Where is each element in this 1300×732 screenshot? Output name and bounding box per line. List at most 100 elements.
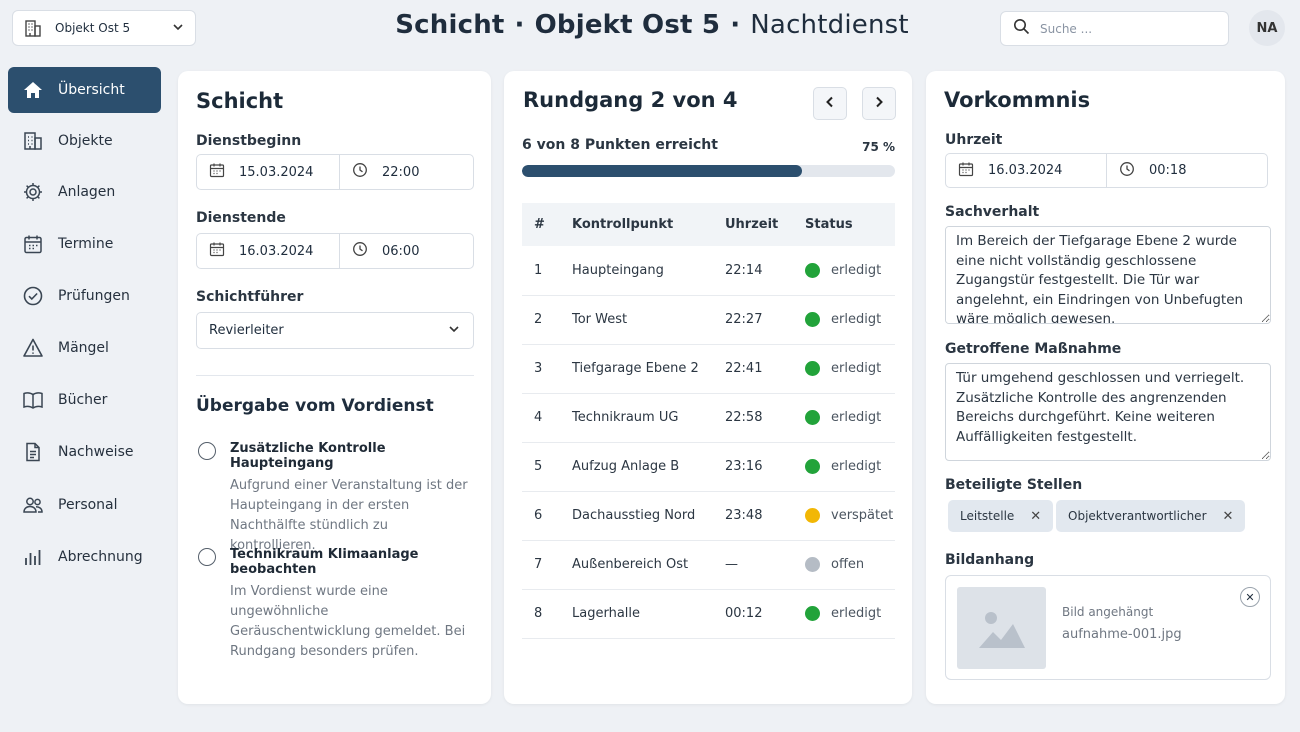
sidebar-item-nachweise[interactable]: Nachweise bbox=[8, 429, 161, 475]
table-row[interactable]: 2 Tor West 22:27 erledigt bbox=[522, 295, 895, 345]
status-label: erledigt bbox=[831, 361, 882, 376]
row-checkpoint: Tor West bbox=[572, 295, 725, 345]
row-time: 23:48 bbox=[725, 491, 805, 541]
leader-select[interactable]: Revierleiter bbox=[196, 312, 474, 349]
prev-round-button[interactable] bbox=[813, 87, 847, 120]
party-chip-objektverantwortlicher: Objektverantwortlicher ✕ bbox=[1056, 500, 1246, 532]
home-icon bbox=[22, 79, 44, 101]
start-date-input[interactable]: 15.03.2024 bbox=[197, 155, 339, 189]
sidebar: Übersicht Objekte Anlagen Termine Prüfun… bbox=[0, 56, 168, 732]
object-select-value: Objekt Ost 5 bbox=[55, 21, 131, 35]
row-checkpoint: Tiefgarage Ebene 2 bbox=[572, 344, 725, 394]
party-chip-leitstelle: Leitstelle ✕ bbox=[948, 500, 1054, 532]
search-box[interactable] bbox=[1000, 11, 1229, 46]
chevron-down-icon bbox=[171, 20, 185, 37]
title-separator: · bbox=[514, 10, 525, 40]
sidebar-item-termine[interactable]: Termine bbox=[8, 221, 161, 267]
document-icon bbox=[22, 441, 44, 463]
chevron-down-icon bbox=[447, 322, 461, 340]
table-row[interactable]: 8 Lagerhalle 00:12 erledigt bbox=[522, 589, 895, 639]
close-icon[interactable]: ✕ bbox=[1030, 508, 1042, 524]
close-icon[interactable]: ✕ bbox=[1222, 508, 1234, 524]
page-title: Schicht · Objekt Ost 5 · Nachtdienst bbox=[300, 10, 1004, 40]
column-header: Status bbox=[805, 203, 895, 246]
row-time: 22:58 bbox=[725, 393, 805, 443]
status-badge: erledigt bbox=[805, 312, 895, 327]
table-row[interactable]: 5 Aufzug Anlage B 23:16 erledigt bbox=[522, 442, 895, 492]
row-time: 22:27 bbox=[725, 295, 805, 345]
end-time-value: 06:00 bbox=[382, 243, 420, 259]
handover-title: Übergabe vom Vordienst bbox=[196, 396, 434, 416]
calendar-icon bbox=[209, 162, 225, 182]
row-number: 7 bbox=[522, 540, 572, 590]
incident-time-label: Uhrzeit bbox=[945, 132, 1003, 148]
next-round-button[interactable] bbox=[862, 87, 896, 120]
status-dot-icon bbox=[805, 361, 820, 376]
avatar[interactable]: NA bbox=[1249, 10, 1285, 46]
shift-title: Schicht bbox=[196, 89, 284, 113]
calendar-icon bbox=[958, 161, 974, 181]
incident-time-input[interactable]: 00:18 bbox=[1107, 154, 1267, 187]
measure-textarea[interactable]: Tür umgehend geschlossen und verriegelt.… bbox=[945, 363, 1271, 461]
row-time: 22:14 bbox=[725, 246, 805, 296]
building-icon bbox=[22, 130, 44, 152]
status-badge: erledigt bbox=[805, 606, 895, 621]
table-header-row: # Kontrollpunkt Uhrzeit Status bbox=[522, 203, 895, 246]
table-row[interactable]: 3 Tiefgarage Ebene 2 22:41 erledigt bbox=[522, 344, 895, 394]
start-time-input[interactable]: 22:00 bbox=[340, 155, 473, 189]
sidebar-item-label: Objekte bbox=[58, 133, 113, 149]
status-badge: erledigt bbox=[805, 410, 895, 425]
object-select[interactable]: Objekt Ost 5 bbox=[12, 10, 196, 46]
row-number: 5 bbox=[522, 442, 572, 492]
status-dot-icon bbox=[805, 312, 820, 327]
row-checkpoint: Technikraum UG bbox=[572, 393, 725, 443]
row-status: verspätet bbox=[805, 491, 895, 541]
sidebar-item-maengel[interactable]: Mängel bbox=[8, 325, 161, 371]
remove-attachment-button[interactable]: ✕ bbox=[1240, 587, 1260, 607]
sidebar-item-abrechnung[interactable]: Abrechnung bbox=[8, 534, 161, 580]
search-input[interactable] bbox=[1040, 21, 1200, 36]
title-duty: Nachtdienst bbox=[750, 10, 909, 40]
facts-textarea[interactable]: Im Bereich der Tiefgarage Ebene 2 wurde … bbox=[945, 226, 1271, 324]
bar-chart-icon bbox=[22, 546, 44, 568]
progress-percent: 75 % bbox=[862, 140, 895, 154]
round-title: Rundgang 2 von 4 bbox=[523, 88, 738, 112]
chevron-left-icon bbox=[823, 94, 837, 113]
sidebar-item-buecher[interactable]: Bücher bbox=[8, 377, 161, 423]
chip-label: Leitstelle bbox=[960, 509, 1015, 523]
handover-radio[interactable] bbox=[198, 442, 216, 460]
top-bar: Objekt Ost 5 Schicht · Objekt Ost 5 · Nachtd… bbox=[0, 0, 1300, 56]
image-placeholder-icon[interactable] bbox=[957, 587, 1046, 669]
row-number: 1 bbox=[522, 246, 572, 296]
checkpoint-table: # Kontrollpunkt Uhrzeit Status 1 Hauptein… bbox=[522, 203, 895, 639]
status-dot-icon bbox=[805, 459, 820, 474]
end-time-input[interactable]: 06:00 bbox=[340, 234, 473, 268]
sidebar-item-anlagen[interactable]: Anlagen bbox=[8, 169, 161, 215]
sidebar-item-objekte[interactable]: Objekte bbox=[8, 118, 161, 164]
people-icon bbox=[22, 494, 44, 516]
incident-datetime-field: 16.03.2024 00:18 bbox=[945, 153, 1268, 188]
row-status: erledigt bbox=[805, 442, 895, 492]
status-dot-icon bbox=[805, 410, 820, 425]
status-label: verspätet bbox=[831, 508, 894, 523]
handover-radio[interactable] bbox=[198, 548, 216, 566]
sidebar-item-label: Nachweise bbox=[58, 444, 134, 460]
building-icon bbox=[23, 18, 45, 38]
table-row[interactable]: 6 Dachausstieg Nord 23:48 verspätet bbox=[522, 491, 895, 541]
table-row[interactable]: 4 Technikraum UG 22:58 erledigt bbox=[522, 393, 895, 443]
end-date-input[interactable]: 16.03.2024 bbox=[197, 234, 339, 268]
end-label: Dienstende bbox=[196, 210, 286, 226]
sidebar-item-uebersicht[interactable]: Übersicht bbox=[8, 67, 161, 113]
sidebar-item-personal[interactable]: Personal bbox=[8, 482, 161, 528]
handover-section: Übergabe vom Vordienst bbox=[196, 396, 434, 416]
status-badge: verspätet bbox=[805, 508, 895, 523]
incident-date-input[interactable]: 16.03.2024 bbox=[946, 154, 1106, 187]
table-row[interactable]: 1 Haupteingang 22:14 erledigt bbox=[522, 246, 895, 296]
handover-item-text: Aufgrund einer Veranstaltung ist der Hau… bbox=[230, 478, 468, 553]
sidebar-item-pruefungen[interactable]: Prüfungen bbox=[8, 273, 161, 319]
row-checkpoint: Haupteingang bbox=[572, 246, 725, 296]
row-status: offen bbox=[805, 540, 895, 590]
attachment-label: Bildanhang bbox=[945, 552, 1035, 568]
title-shift: Schicht bbox=[395, 10, 505, 40]
table-row[interactable]: 7 Außenbereich Ost — offen bbox=[522, 540, 895, 590]
